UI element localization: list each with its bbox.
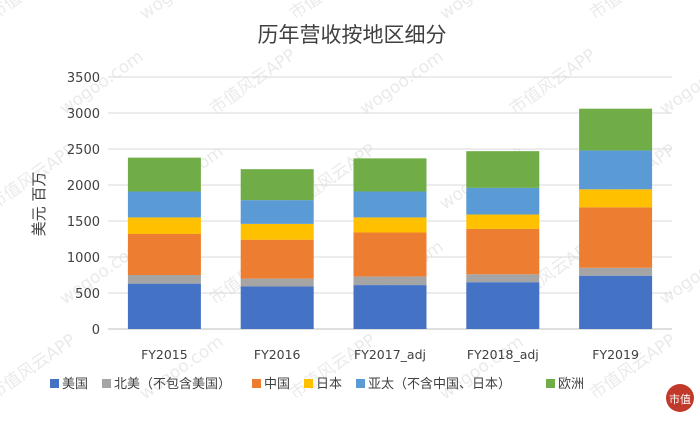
chart-title: 历年营收按地区细分 [258,23,447,47]
brand-logo: 市值 [666,384,694,412]
bar-segment [579,189,653,208]
bar-segment [127,157,201,192]
legend-label: 美国 [62,377,88,392]
bar-segment [127,217,201,234]
bar-segment [353,276,427,286]
watermark-text: wogoo.com [356,47,447,119]
watermark-text: 市值风云APP [0,0,80,24]
bar-segment [353,285,427,329]
bar-segment [466,187,540,215]
watermark-text: 市值风云APP [0,330,80,404]
bar-segment [240,169,314,201]
bar-segment [127,283,201,329]
x-tick-label: FY2017_adj [354,347,426,362]
legend-swatch [252,379,261,388]
watermark-text: 市值风云APP [586,330,680,404]
watermark-text: wogoo.com [656,47,700,119]
legend-swatch [304,379,313,388]
watermark-text: wogoo.com [136,332,227,404]
bar-segment [127,191,201,218]
bar-segment [466,274,540,283]
y-tick-labels: 0 500 1000 1500 2000 2500 3000 3500 [67,71,100,338]
x-tick-label: FY2016 [254,347,301,362]
bar-segment [579,267,653,276]
bar-segment [353,217,427,233]
legend-label: 中国 [264,377,290,392]
bar-segment [240,278,314,287]
bar-segment [466,228,540,275]
bar-segment [127,233,201,275]
x-tick-labels: FY2015 FY2016 FY2017_adj FY2018_adj FY2019 [141,347,639,362]
legend-swatch [546,379,555,388]
bar-segment [466,214,540,229]
bar-segment [466,282,540,329]
y-tick-label: 1500 [67,215,100,230]
bar-segment [127,275,201,284]
watermark-text: 市值风云APP [286,330,380,404]
x-tick-label: FY2018_adj [467,347,539,362]
watermark-text: 市值风云APP [206,45,300,119]
bar-segment [579,108,653,151]
watermark-text: 市值风云APP [586,0,680,24]
bar-segment [240,200,314,224]
bar-segment [466,151,540,188]
y-tick-label: 3500 [67,71,100,86]
y-tick-label: 3000 [67,107,100,122]
bar-segment [579,275,653,329]
legend-label: 欧洲 [558,377,584,392]
logo-badge-icon [666,384,694,412]
watermark-text: wogoo.com [656,237,700,309]
watermark-text: wogoo.com [436,332,527,404]
bar-segment [353,158,427,192]
legend-swatch [356,379,365,388]
watermark-text: 市值风云APP [286,0,380,24]
legend-label: 亚太（不含中国、日本） [368,376,511,392]
bar-segment [579,150,653,190]
bar-segment [240,223,314,240]
legend: 美国 北美（不包含美国） 中国 日本 亚太（不含中国、日本） 欧洲 [50,376,584,392]
bars [127,108,653,329]
bar-segment [579,207,653,268]
y-tick-label: 1000 [67,251,100,266]
y-tick-label: 500 [75,287,100,302]
watermark-text: wogoo.com [136,0,227,24]
legend-swatch [102,379,111,388]
y-axis-label: 美元 百万 [30,172,48,237]
watermark-text: wogoo.com [436,0,527,24]
y-tick-label: 2000 [67,179,100,194]
legend-swatch [50,379,59,388]
watermark-text: 市值风云APP [506,45,600,119]
x-tick-label: FY2015 [141,347,188,362]
x-tick-label: FY2019 [592,347,639,362]
bar-segment [240,286,314,329]
gridlines [108,76,672,330]
legend-label: 日本 [316,377,342,392]
bar-segment [240,239,314,279]
y-tick-label: 0 [92,323,100,338]
y-tick-label: 2500 [67,143,100,158]
bar-segment [353,232,427,277]
bar-segment [353,191,427,218]
logo-text: 市值 [669,392,691,406]
legend-label: 北美（不包含美国） [114,376,231,392]
